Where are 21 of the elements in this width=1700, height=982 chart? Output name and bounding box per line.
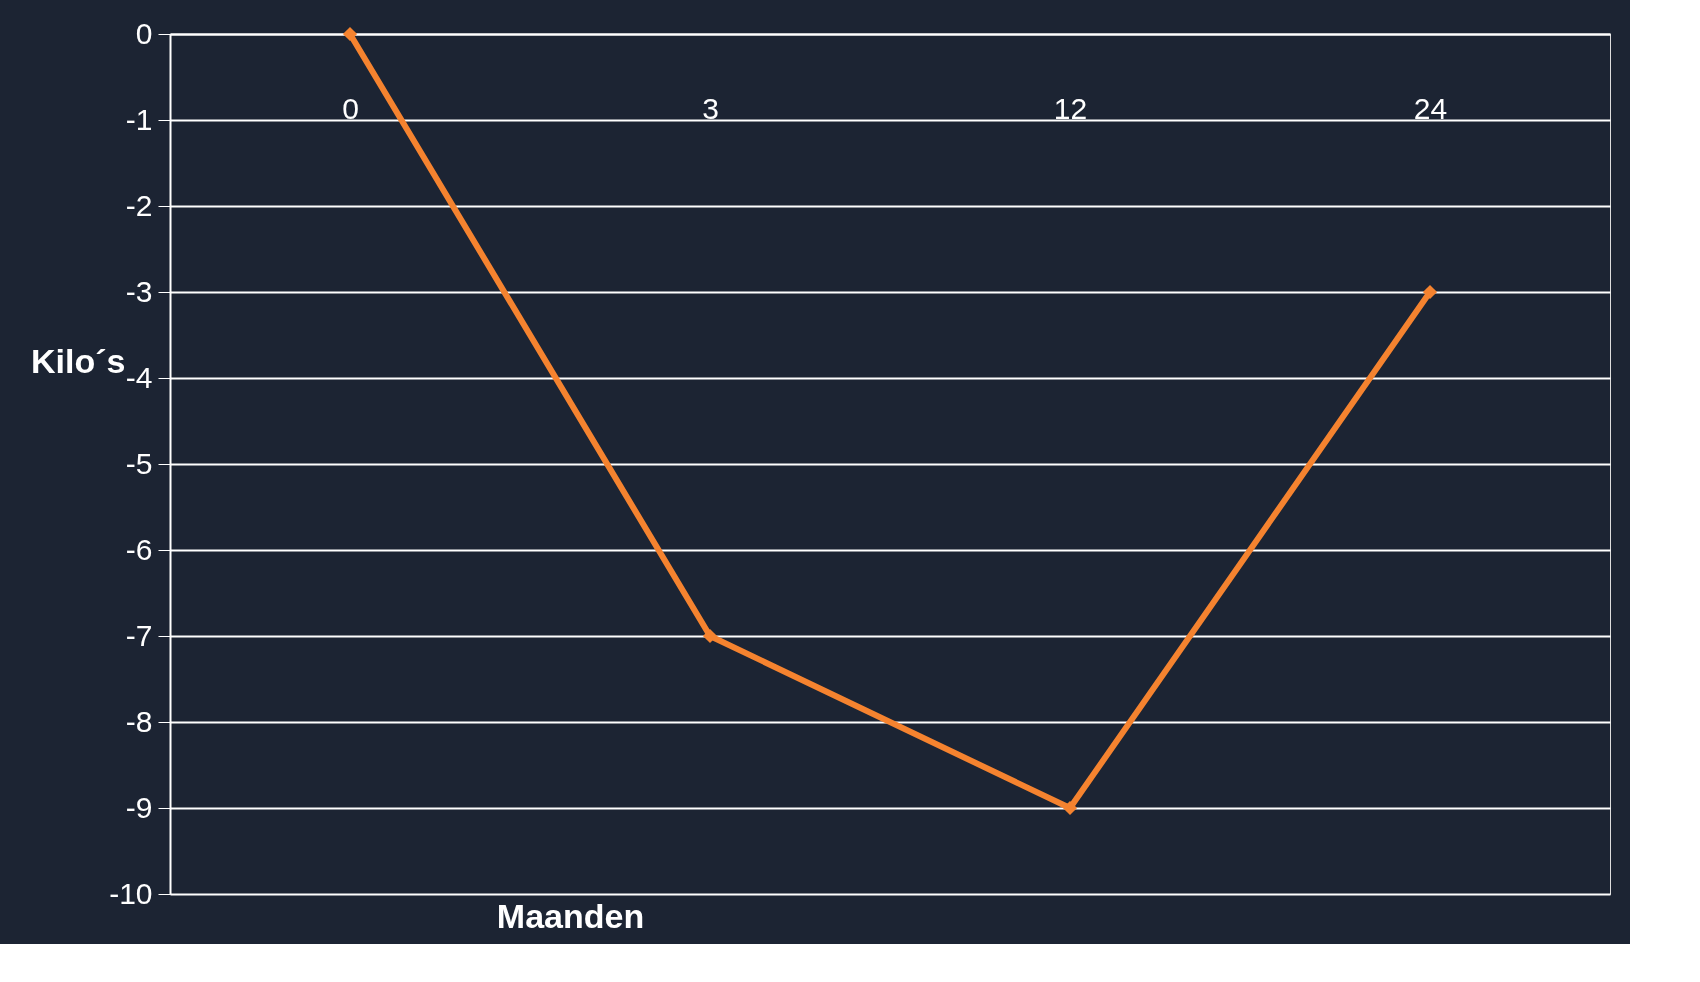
y-tick-label: 0	[135, 16, 153, 50]
y-axis-title: Kilo´s	[31, 341, 126, 380]
y-tick-label: -10	[109, 876, 153, 910]
x-tick-label: 24	[1413, 91, 1448, 125]
point	[342, 26, 358, 42]
x-axis-title: Maanden	[496, 896, 645, 935]
y-tick-label: -1	[125, 102, 153, 136]
y-tick-label: -3	[125, 274, 153, 308]
x-tick-label: 12	[1053, 91, 1088, 125]
x-tick-label: 0	[342, 91, 359, 125]
y-tick-label: -7	[125, 618, 153, 652]
y-tick-label: -2	[125, 188, 153, 222]
y-tick-label: -9	[125, 790, 153, 824]
y-tick-label: -6	[125, 532, 153, 566]
point	[1422, 284, 1438, 300]
y-tick-label: -5	[125, 446, 153, 480]
y-tick-label: -4	[125, 360, 153, 394]
x-tick-label: 3	[702, 91, 719, 125]
y-tick-label: -8	[125, 704, 153, 738]
point	[1062, 800, 1078, 816]
point	[702, 628, 718, 644]
